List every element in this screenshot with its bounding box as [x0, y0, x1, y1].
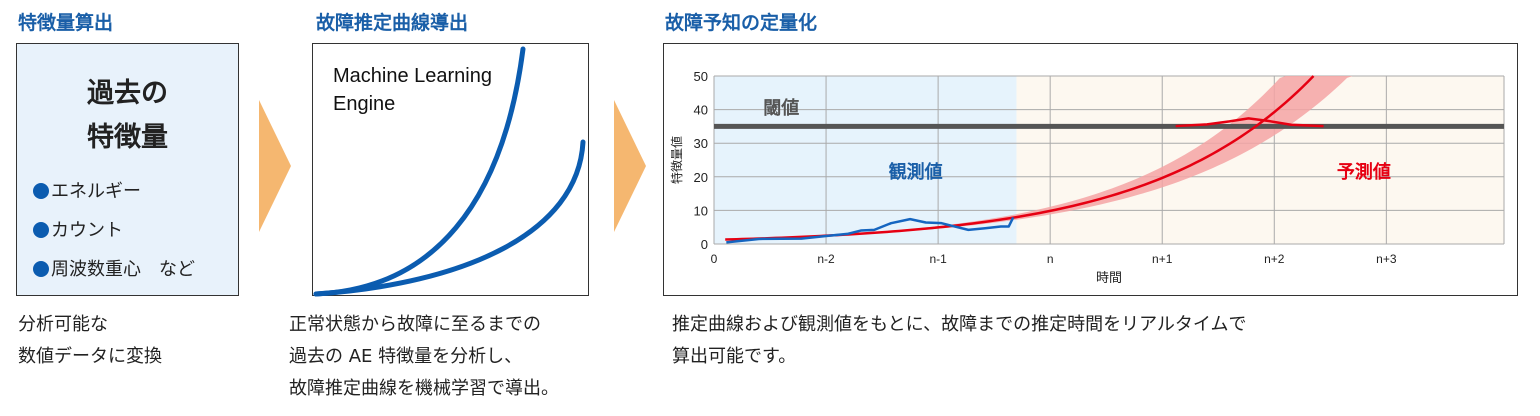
region-label: 観測値: [889, 161, 943, 182]
caption-line: 算出可能です。: [672, 346, 797, 367]
step2-title: 故障推定曲線導出: [316, 12, 469, 34]
caption-line: 過去の AE 特徴量を分析し、: [289, 346, 523, 367]
ml-engine-label-2: Engine: [333, 93, 396, 115]
confidence-band: [882, 76, 1499, 233]
estimation-curves: [313, 46, 586, 297]
failure-distribution: [1175, 117, 1324, 128]
threshold-label: 閾値: [763, 97, 799, 118]
list-item: 周波数重心 など: [33, 250, 195, 289]
item-label: 周波数重心 など: [51, 259, 195, 280]
feature-list: エネルギー カウント 周波数重心 など: [33, 172, 195, 289]
list-item: エネルギー: [33, 172, 195, 211]
caption-line: 推定曲線および観測値をもとに、故障までの推定時間をリアルタイムで: [672, 314, 1247, 335]
y-tick-label: 40: [694, 103, 708, 118]
ml-engine-label: Machine Learning: [333, 65, 492, 87]
list-item: カウント: [33, 211, 195, 250]
step3-caption: 推定曲線および観測値をもとに、故障までの推定時間をリアルタイムで 算出可能です。: [672, 309, 1247, 373]
caption-line: 故障推定曲線を機械学習で導出。: [289, 378, 559, 399]
item-label: エネルギー: [51, 181, 141, 202]
x-tick-label: n-2: [817, 252, 835, 266]
feature-heading-2: 特徴量: [87, 122, 168, 153]
observed-line: [726, 216, 1015, 244]
caption-line: 正常状態から故障に至るまでの: [289, 314, 541, 335]
y-tick-label: 30: [694, 136, 708, 151]
region-label: 予測値: [1337, 161, 1391, 182]
item-label: カウント: [51, 220, 123, 241]
step1-title: 特徴量算出: [18, 12, 114, 34]
y-tick-label: 10: [694, 203, 708, 218]
caption-line: 数値データに変換: [18, 346, 162, 367]
bullet-icon: [33, 183, 49, 199]
x-tick-label: n: [1047, 252, 1054, 266]
bullet-icon: [33, 222, 49, 238]
y-tick-label: 0: [701, 237, 708, 252]
y-axis-label: 特徴量値: [669, 136, 684, 184]
step2-caption: 正常状態から故障に至るまでの 過去の AE 特徴量を分析し、故障推定曲線を機械学習…: [289, 309, 559, 405]
estimation-curve-steep: [313, 46, 526, 297]
x-tick-label: n+3: [1376, 252, 1397, 266]
x-tick-label: n-1: [929, 252, 947, 266]
y-tick-label: 20: [694, 170, 708, 185]
feature-box: 過去の特徴量 エネルギー カウント 周波数重心 など: [16, 43, 239, 296]
arrow-right-icon: [259, 100, 291, 232]
bullet-icon: [33, 261, 49, 277]
step1-caption: 分析可能な数値データに変換: [18, 309, 162, 373]
caption-line: 分析可能な: [18, 314, 108, 335]
observed-region: [714, 76, 1017, 244]
x-tick-label: n+2: [1264, 252, 1285, 266]
x-tick-label: n+1: [1152, 252, 1173, 266]
feature-heading-1: 過去の: [87, 78, 168, 109]
y-tick-label: 50: [694, 69, 708, 84]
estimation-curve-gradual: [313, 139, 586, 297]
prediction-chart-box: 0 10 20 30 40 50 0 n-2 n-1 n n+1 n+2 n+3 時間 特徴量値 閾値観測値 予…: [663, 43, 1518, 296]
x-tick-label: 0: [711, 252, 718, 266]
arrow-right-icon: [614, 100, 646, 232]
x-axis-label: 時間: [1096, 270, 1122, 285]
step3-title: 故障予知の定量化: [665, 12, 818, 34]
ml-engine-box: Machine Learning Engine: [312, 43, 589, 297]
